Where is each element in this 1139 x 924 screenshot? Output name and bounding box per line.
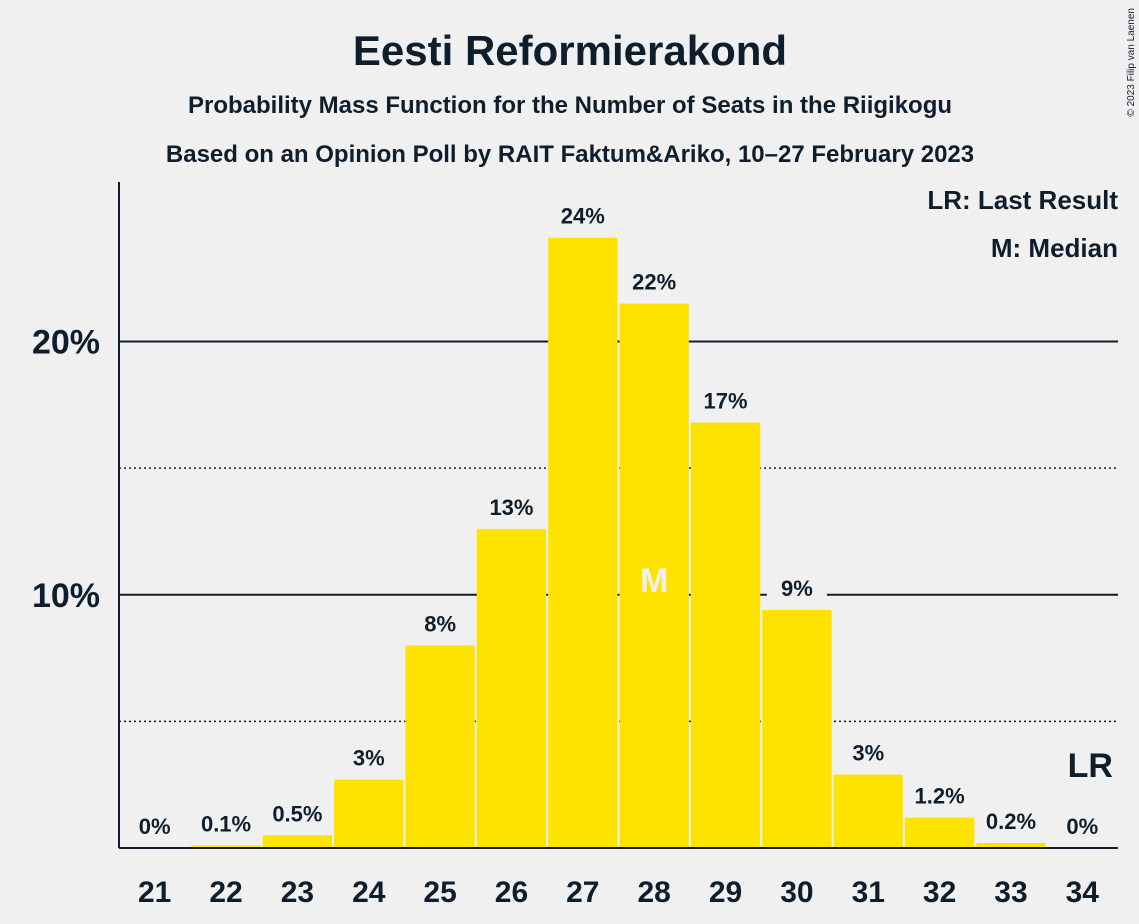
chart-subtitle-2: Based on an Opinion Poll by RAIT Faktum&… [166, 141, 974, 168]
x-tick-label: 27 [566, 876, 599, 909]
chart-title: Eesti Reformierakond [353, 27, 787, 74]
data-label: 3% [353, 746, 385, 771]
x-tick-label: 29 [709, 876, 742, 909]
x-tick-label: 33 [994, 876, 1027, 909]
x-tick-label: 22 [209, 876, 242, 909]
bar [191, 845, 261, 848]
x-tick-label: 34 [1066, 876, 1100, 909]
data-label: 17% [704, 389, 748, 414]
data-label: 8% [424, 611, 456, 636]
legend-last-result: LR: Last Result [927, 185, 1118, 215]
data-label: 13% [489, 495, 533, 520]
data-label: 9% [781, 576, 813, 601]
median-marker: M [640, 562, 668, 600]
data-label: 0.5% [272, 801, 322, 826]
bar [833, 774, 903, 848]
x-tick-label: 32 [923, 876, 956, 909]
data-label: 22% [632, 270, 676, 295]
data-label: 0.2% [986, 809, 1036, 834]
x-tick-label: 31 [852, 876, 885, 909]
copyright: © 2023 Filip van Laenen [1126, 8, 1137, 117]
bar [690, 422, 761, 848]
axes [118, 182, 1118, 849]
bar [904, 817, 975, 848]
x-tick-label: 24 [352, 876, 386, 909]
data-labels: 0% 21 0.1% 22 0.5% 23 3% 24 8% 25 13% 26 24% 27 22% 28 M… [138, 204, 1113, 909]
x-tick-label: 25 [423, 876, 456, 909]
bar [976, 842, 1046, 848]
bar [334, 779, 404, 848]
bar [476, 528, 547, 848]
data-label: 0% [139, 814, 171, 839]
data-label-backdrop [766, 575, 827, 604]
data-label: 0.1% [201, 811, 251, 836]
bar [262, 835, 333, 848]
x-tick-label: 30 [780, 876, 813, 909]
last-result-marker: LR [1068, 747, 1113, 785]
bar [762, 609, 832, 848]
bars [191, 237, 1046, 848]
gridlines: 10% 20% [32, 324, 1118, 723]
chart-subtitle: Probability Mass Function for the Number… [188, 92, 952, 119]
legend-median: M: Median [991, 233, 1118, 263]
x-tick-label: 21 [138, 876, 171, 909]
data-label: 3% [852, 741, 884, 766]
bar [548, 237, 618, 848]
x-tick-label: 23 [281, 876, 314, 909]
x-tick-label: 26 [495, 876, 528, 909]
bar [619, 303, 689, 848]
y-tick-label: 10% [32, 577, 100, 615]
data-label: 1.2% [915, 784, 965, 809]
data-label: 0% [1066, 814, 1098, 839]
bar [405, 645, 475, 848]
data-label: 24% [561, 204, 605, 229]
y-tick-label: 20% [32, 324, 100, 362]
x-tick-label: 28 [637, 876, 670, 909]
